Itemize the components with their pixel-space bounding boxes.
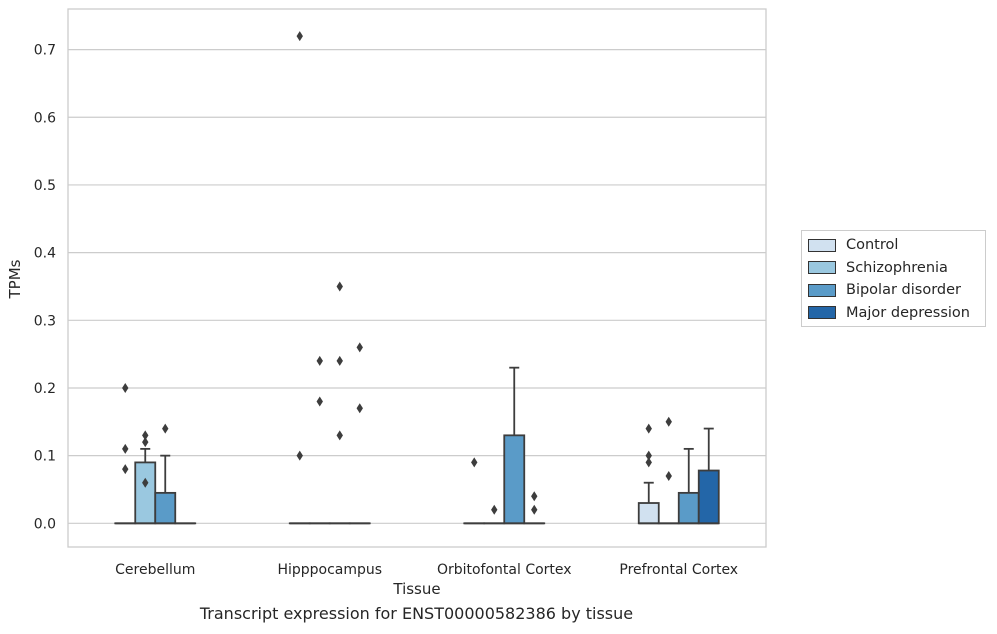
outlier-point: [336, 281, 343, 292]
outlier-point: [665, 470, 672, 481]
outlier-point: [336, 355, 343, 366]
box-body: [677, 491, 700, 525]
box-body: [154, 491, 177, 525]
box-bipolar-disorder: [503, 366, 526, 525]
outlier-point: [645, 423, 652, 434]
box-bipolar-disorder: [154, 423, 177, 525]
x-axis-label: Tissue: [392, 580, 440, 598]
y-tick-label: 0.2: [34, 381, 56, 397]
box-body: [697, 469, 720, 525]
outlier-point: [356, 403, 363, 414]
x-tick-label: Hipppocampus: [277, 562, 382, 578]
box-major-depression: [697, 427, 720, 525]
y-tick-label: 0.6: [34, 110, 56, 126]
outlier-point: [122, 382, 129, 393]
legend-item: Bipolar disorder: [802, 279, 985, 302]
outlier-point: [296, 450, 303, 461]
y-tick-label: 0.7: [34, 43, 56, 59]
box-control: [637, 423, 660, 525]
outlier-point: [336, 430, 343, 441]
y-axis-ticks: 0.0 0.1 0.2 0.3 0.4 0.5 0.6 0.7: [34, 43, 56, 533]
legend-swatch: [808, 261, 836, 275]
outlier-point: [122, 443, 129, 454]
box-control: [114, 382, 137, 525]
box-schizophrenia: [483, 504, 506, 525]
outlier-point: [142, 437, 149, 448]
outlier-point: [162, 423, 169, 434]
legend-item: Schizophrenia: [802, 257, 985, 280]
legend-label: Control: [846, 237, 899, 254]
y-tick-label: 0.0: [34, 516, 56, 532]
x-axis-ticks: Cerebellum Hipppocampus Orbitofontal Corte…: [115, 562, 738, 578]
legend: Control Schizophrenia Bipolar disorder Majo…: [801, 230, 986, 327]
outlier-point: [531, 491, 538, 502]
chart-caption: Transcript expression for ENST0000058238…: [199, 604, 634, 623]
x-tick-label: Orbitofontal Cortex: [437, 562, 572, 578]
gridlines: [68, 49, 766, 524]
box-bipolar-disorder: [677, 447, 700, 525]
box-body: [503, 434, 526, 525]
outlier-point: [645, 457, 652, 468]
outlier-point: [471, 457, 478, 468]
legend-swatch: [808, 283, 836, 297]
legend-swatch: [808, 238, 836, 252]
y-axis-label: TPMs: [6, 259, 24, 299]
box-body: [134, 461, 157, 525]
legend-item: Control: [802, 234, 985, 257]
y-tick-label: 0.1: [34, 449, 56, 465]
box-bipolar-disorder: [328, 281, 351, 525]
outlier-point: [645, 450, 652, 461]
box-body: [637, 502, 660, 525]
outlier-point: [142, 430, 149, 441]
box-schizophrenia: [134, 430, 157, 525]
outlier-point: [491, 504, 498, 515]
y-tick-label: 0.5: [34, 178, 56, 194]
outlier-point: [665, 416, 672, 427]
x-tick-label: Prefrontal Cortex: [619, 562, 738, 578]
legend-item: Major depression: [802, 302, 985, 325]
outlier-point: [356, 342, 363, 353]
outlier-point: [316, 396, 323, 407]
outlier-point: [142, 477, 149, 488]
box-series: [114, 31, 720, 525]
outlier-point: [122, 464, 129, 475]
box-schizophrenia: [657, 416, 680, 525]
legend-swatch: [808, 306, 836, 320]
x-tick-label: Cerebellum: [115, 562, 195, 578]
legend-label: Bipolar disorder: [846, 282, 961, 299]
y-tick-label: 0.3: [34, 313, 56, 329]
legend-label: Schizophrenia: [846, 259, 948, 276]
y-tick-label: 0.4: [34, 246, 56, 262]
outlier-point: [296, 31, 303, 42]
box-major-depression: [348, 342, 371, 525]
box-major-depression: [523, 491, 546, 525]
outlier-point: [316, 355, 323, 366]
box-control: [463, 457, 486, 525]
box-control: [288, 31, 311, 525]
legend-label: Major depression: [846, 304, 970, 321]
outlier-point: [531, 504, 538, 515]
box-schizophrenia: [308, 355, 331, 525]
plot-frame: [67, 8, 767, 548]
